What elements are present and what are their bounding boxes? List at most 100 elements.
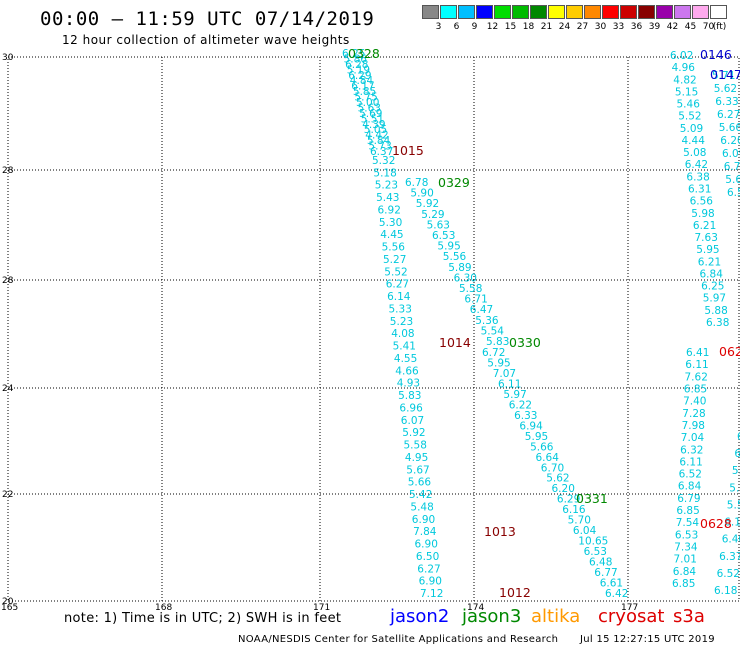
x-tick-label: 174 bbox=[467, 603, 484, 613]
legend-jason2: jason2 bbox=[390, 606, 450, 627]
wave-height-label: 6.77 bbox=[594, 567, 617, 579]
wave-height-label: 6.19 bbox=[724, 517, 740, 529]
legend-swatch bbox=[692, 5, 709, 19]
wave-height-label: 6.22 bbox=[509, 399, 532, 411]
wave-height-label: 6.04 bbox=[573, 525, 597, 537]
wave-height-label: 6.27 bbox=[386, 279, 409, 291]
legend-s3a: s3a bbox=[673, 606, 705, 627]
wave-height-label: 6.94 bbox=[519, 420, 543, 432]
wave-height-label: 5.32 bbox=[372, 155, 395, 167]
wave-height-label: 5.15 bbox=[675, 86, 698, 98]
wave-height-label: 4.45 bbox=[380, 229, 403, 241]
wave-height-label: 6.17 bbox=[351, 81, 374, 93]
y-tick-label: 30 bbox=[2, 53, 14, 63]
legend-swatch bbox=[548, 5, 565, 19]
wave-height-label: 5.52 bbox=[678, 111, 701, 123]
wave-height-label: 6.92 bbox=[378, 205, 401, 217]
wave-height-label: 4.42 bbox=[365, 130, 388, 142]
wave-height-label: 5.58 bbox=[459, 283, 482, 295]
legend-label: 18 bbox=[522, 22, 535, 32]
wave-height-label: 5.95 bbox=[525, 431, 548, 443]
wave-height-label: 5.18 bbox=[373, 167, 396, 179]
wave-height-label: 5.36 bbox=[475, 315, 499, 327]
wave-height-label: 5.63 bbox=[427, 219, 450, 231]
wave-height-label: 7.04 bbox=[681, 432, 705, 444]
pass-time-label: 1015 bbox=[392, 143, 424, 158]
wave-height-label: 5.66 bbox=[408, 477, 432, 489]
legend-swatch bbox=[656, 5, 673, 19]
legend-jason3: jason3 bbox=[462, 606, 522, 627]
legend-altika: altika bbox=[531, 606, 581, 627]
legend-swatch bbox=[422, 5, 439, 19]
wave-height-label: 4.84 bbox=[350, 75, 374, 87]
wave-height-label: 6.40 bbox=[722, 534, 740, 546]
wave-height-label: 6.29 bbox=[348, 70, 371, 82]
wave-height-label: 6.38 bbox=[686, 171, 709, 183]
wave-height-label: 5.00 bbox=[356, 97, 379, 109]
wave-height-label: 6.56 bbox=[727, 187, 740, 199]
wave-height-label: 6.38 bbox=[706, 317, 729, 329]
legend-swatch bbox=[512, 5, 529, 19]
wave-height-label: 5.69 bbox=[359, 108, 382, 120]
x-tick-label: 165 bbox=[1, 603, 18, 613]
wave-height-label: 5.73 bbox=[368, 141, 391, 153]
wave-height-label: 4.66 bbox=[395, 365, 419, 377]
wave-height-label: 5.84 bbox=[367, 135, 391, 147]
wave-height-label: 6.70 bbox=[541, 462, 564, 474]
wave-height-label: 6.02 bbox=[670, 50, 693, 62]
wave-height-label: 6.53 bbox=[584, 546, 607, 558]
wave-height-label: 5.92 bbox=[402, 427, 425, 439]
map-grid bbox=[7, 56, 740, 602]
map-title: 00:00 – 11:59 UTC 07/14/2019 bbox=[40, 8, 375, 30]
wave-height-label: 6.42 bbox=[685, 159, 708, 171]
wave-height-label: 6.84 bbox=[678, 481, 702, 493]
wave-height-label: 5.05 bbox=[364, 124, 387, 136]
legend-label: 24 bbox=[558, 22, 571, 32]
wave-height-label: 6.28 bbox=[345, 59, 368, 71]
wave-height-label: 5.78 bbox=[732, 465, 740, 477]
wave-height-label: 6.31 bbox=[688, 184, 711, 196]
legend-label: 21 bbox=[540, 22, 553, 32]
wave-height-label: 5.62 bbox=[714, 83, 737, 95]
wave-height-label: 6.37 bbox=[719, 551, 740, 563]
wave-height-label: 5.85 bbox=[353, 86, 376, 98]
wave-height-label: 5.67 bbox=[406, 464, 429, 476]
wave-height-label: 5.52 bbox=[384, 266, 407, 278]
legend-label: 12 bbox=[486, 22, 499, 32]
legend-swatch bbox=[638, 5, 655, 19]
wave-height-label: 7.34 bbox=[674, 542, 698, 554]
wave-height-label: 6.18 bbox=[714, 585, 737, 597]
legend-label: 6 bbox=[453, 22, 460, 32]
wave-height-label: 5.90 bbox=[410, 188, 433, 200]
legend-cryosat: cryosat bbox=[598, 606, 665, 627]
wave-height-label: 5.83 bbox=[398, 390, 421, 402]
pass-time-label: 0331 bbox=[576, 491, 608, 506]
legend-label: 36 bbox=[630, 22, 643, 32]
wave-height-label: 6.22 bbox=[737, 431, 740, 443]
wave-height-label: 7.98 bbox=[682, 420, 705, 432]
wave-height-label: 10.65 bbox=[578, 536, 608, 548]
wave-height-label: 6.53 bbox=[432, 230, 455, 242]
pass-time-label: 062 bbox=[719, 344, 740, 359]
wave-height-label: 6.56 bbox=[690, 196, 714, 208]
wave-height-label: 5.86 bbox=[344, 53, 368, 65]
legend-swatch bbox=[674, 5, 691, 19]
legend-label: 39 bbox=[648, 22, 661, 32]
legend-label: 9 bbox=[471, 22, 478, 32]
wave-height-label: 6.11 bbox=[679, 456, 702, 468]
legend-swatch bbox=[710, 5, 727, 19]
pass-time-label: 0329 bbox=[438, 175, 470, 190]
wave-height-label: 6.64 bbox=[536, 452, 560, 464]
wave-height-label: 4.93 bbox=[397, 378, 420, 390]
wave-height-label: 6.85 bbox=[676, 505, 699, 517]
wave-height-label: 6.25 bbox=[342, 48, 365, 60]
pass-time-label: 1014 bbox=[439, 335, 471, 350]
wave-height-label: 6.84 bbox=[700, 269, 724, 281]
wave-height-label: 5.59 bbox=[729, 482, 740, 494]
wave-height-label: 6.52 bbox=[679, 469, 702, 481]
wave-height-label: 5.98 bbox=[691, 208, 714, 220]
wave-height-label: 5.23 bbox=[390, 316, 413, 328]
wave-height-label: 6.37 bbox=[370, 146, 393, 158]
wave-height-label: 6.21 bbox=[693, 220, 716, 232]
